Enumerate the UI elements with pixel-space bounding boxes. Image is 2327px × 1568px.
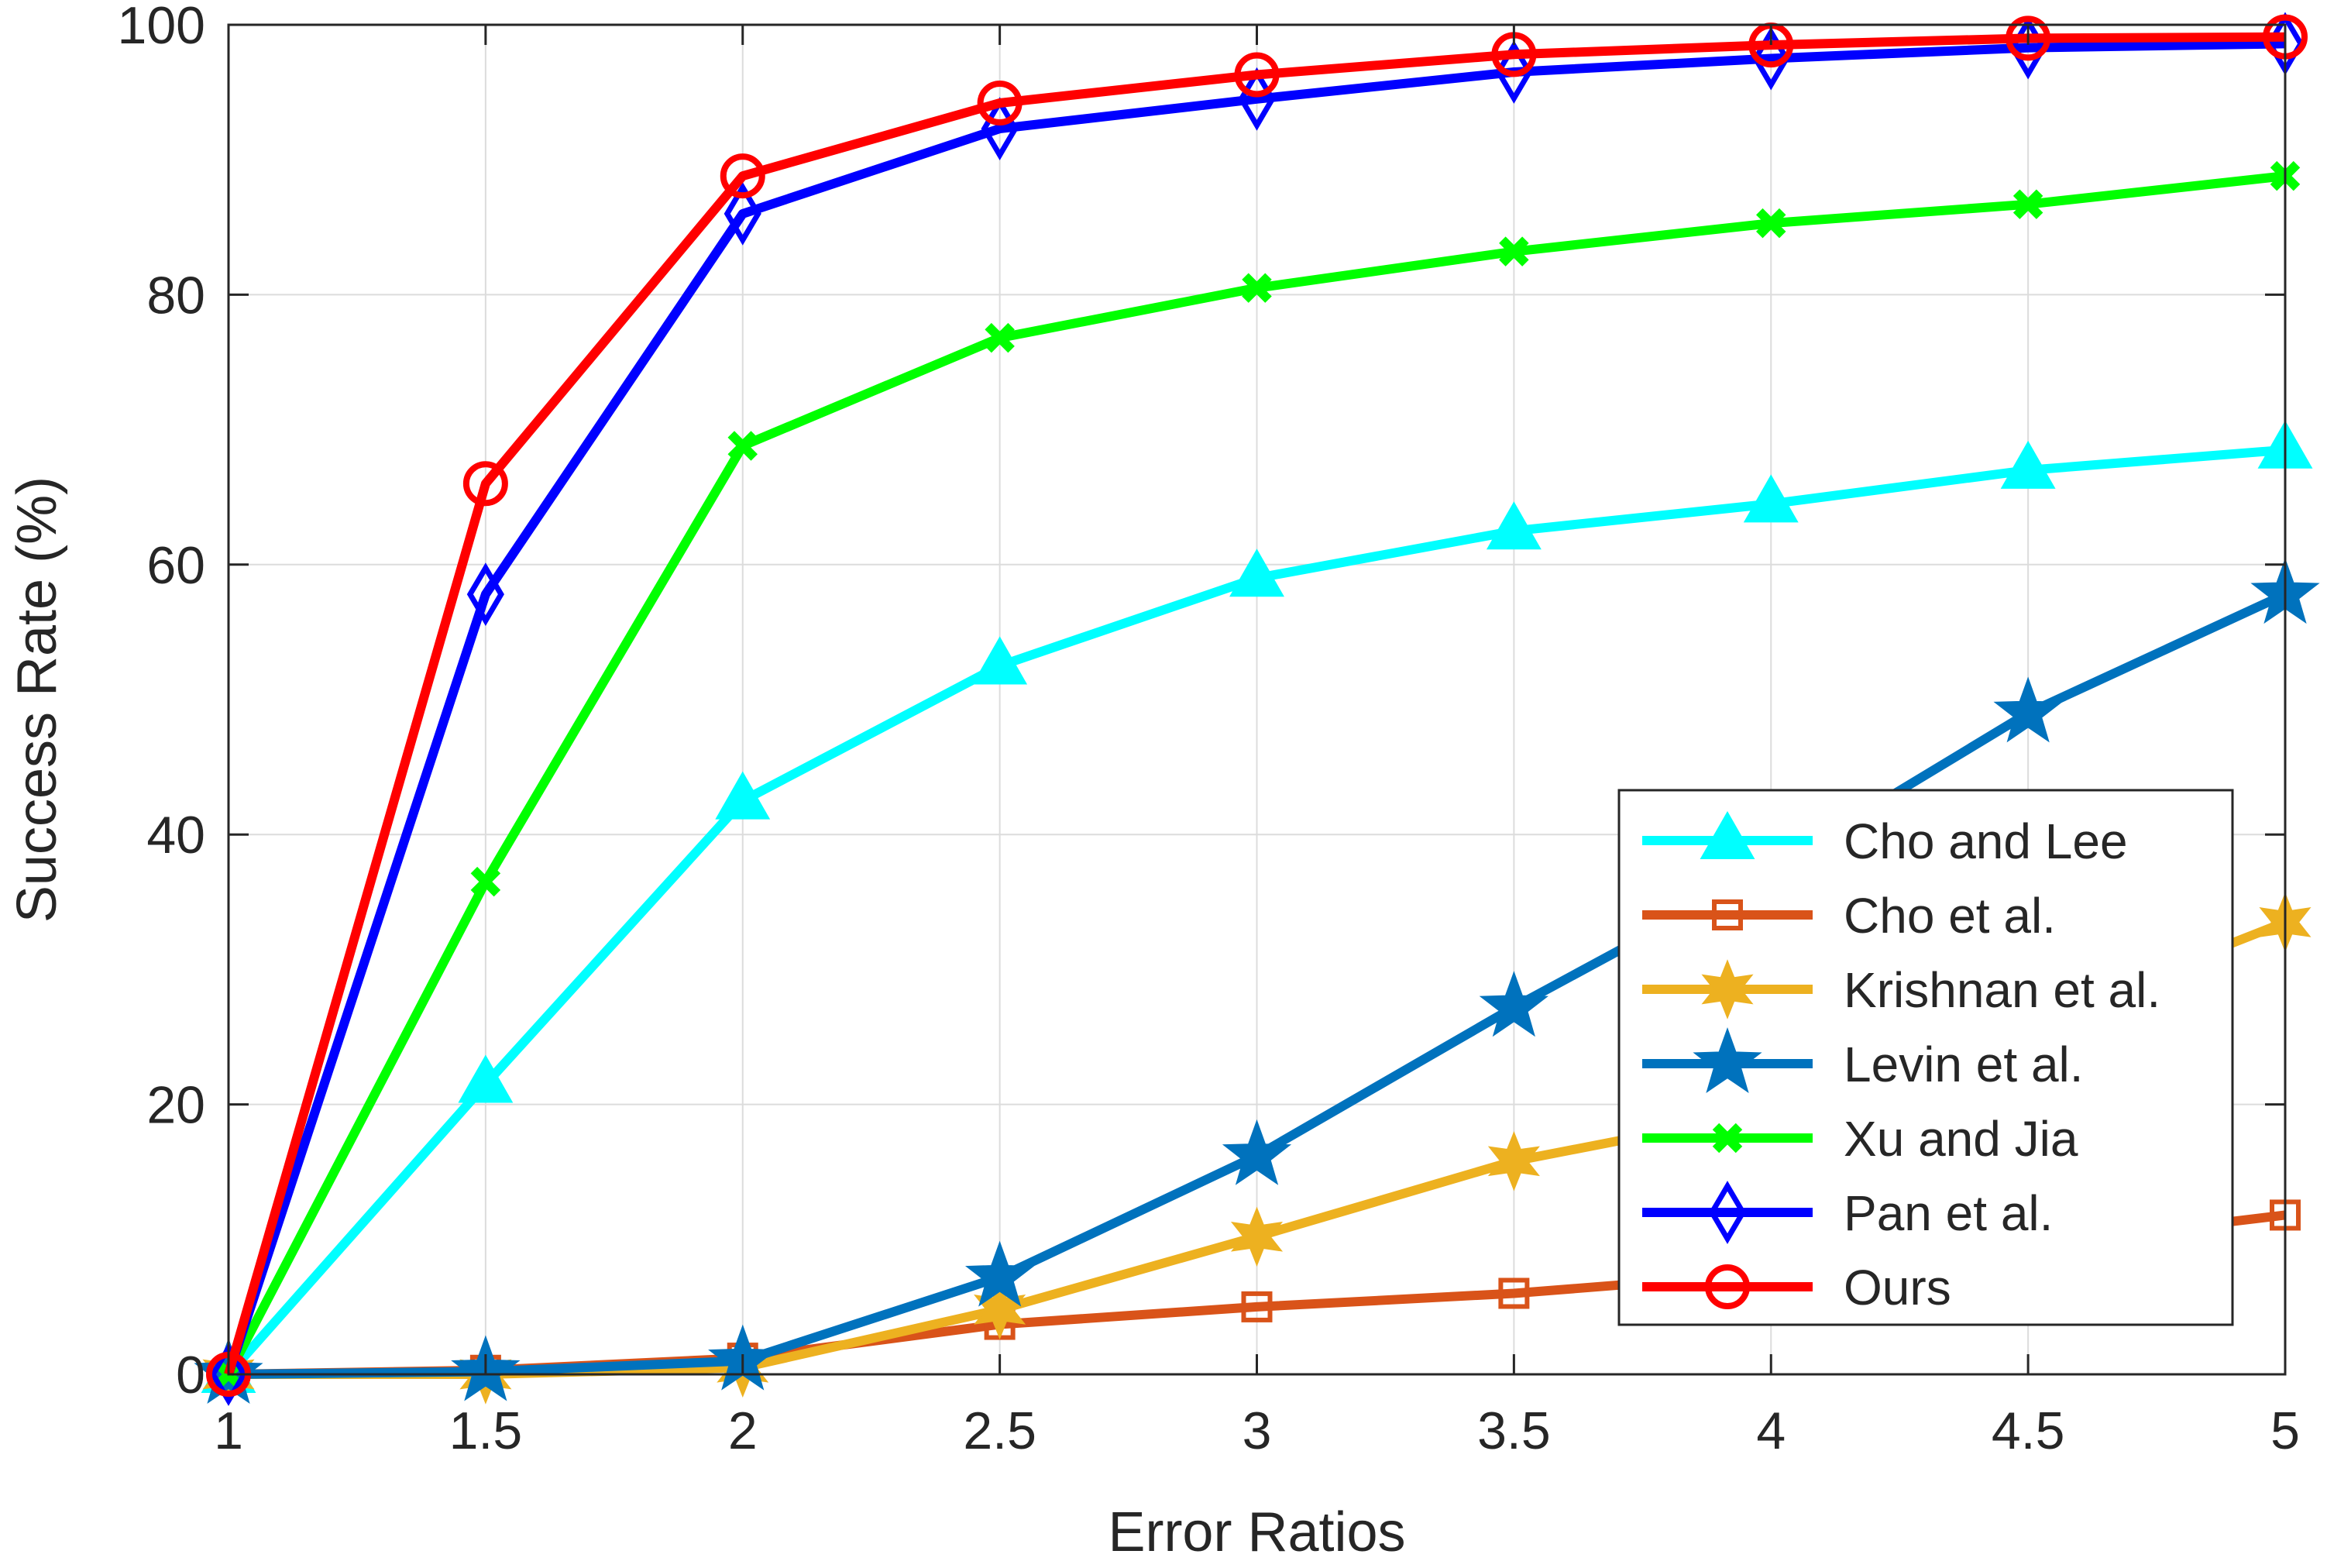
data-point [715,771,771,820]
data-point [1487,1131,1540,1191]
y-tick-label: 20 [146,1076,205,1135]
legend-item: Levin et al. [1642,1027,2084,1093]
data-point [964,1240,1035,1307]
legend: Cho and Lee Cho et al. Krishnan et al. Levi… [1617,789,2234,1326]
x-tick-label: 5 [2270,1401,2300,1460]
legend-swatch-marker [1693,1027,1762,1093]
legend-item: Xu and Jia [1642,1111,2078,1167]
legend-swatch-marker [1712,899,1743,930]
data-point [727,431,758,461]
legend-swatch-marker [1701,959,1754,1020]
legend-label: Krishnan et al. [1844,962,2160,1018]
data-point [458,1054,514,1103]
data-point [1230,1206,1284,1267]
y-tick-label: 0 [176,1346,205,1405]
x-tick-label: 3.5 [1477,1401,1551,1460]
data-point [724,181,761,246]
data-point [1222,1119,1292,1185]
data-point [720,153,765,199]
data-point [462,461,508,507]
data-point [1241,1291,1273,1322]
series-line [224,39,2286,1376]
data-point [1743,474,1799,523]
legend-swatch-marker [1708,1181,1747,1244]
y-tick-label: 100 [118,0,205,55]
data-point [466,562,504,627]
data-point [1499,236,1529,266]
x-tick-label: 4 [1756,1401,1786,1460]
legend-item: Krishnan et al. [1642,959,2160,1020]
legend-swatch-marker [1700,810,1755,859]
data-point [1479,971,1549,1037]
legend-item: Cho and Lee [1642,810,2128,869]
x-tick-label: 4.5 [1992,1401,2065,1460]
x-tick-label: 2 [728,1401,758,1460]
x-tick-label: 1.5 [449,1401,523,1460]
x-tick-label: 3 [1243,1401,1272,1460]
legend-item: Ours [1642,1260,1951,1315]
y-tick-label: 40 [146,806,205,865]
legend-label: Xu and Jia [1844,1111,2078,1167]
legend-label: Ours [1844,1260,1951,1315]
data-point [209,1343,248,1406]
legend-swatch-marker [1705,1264,1750,1309]
axis-ticks: 1 1.5 2 2.5 3 3.5 4 4.5 5 0 20 40 60 80 100 [118,0,2300,1460]
series-group [194,12,2320,1406]
x-tick-label: 1 [214,1401,243,1460]
legend-label: Pan et al. [1844,1185,2053,1241]
data-point [1234,52,1280,98]
data-point [1993,676,2063,743]
data-point [1242,273,1272,303]
y-tick-label: 60 [146,536,205,595]
data-point [1486,501,1542,550]
data-point [1498,1277,1530,1309]
data-point [470,866,501,897]
data-point [2012,189,2043,219]
series-line [224,32,2286,1376]
series-cho-and-lee [201,420,2313,1393]
data-point [1229,548,1284,597]
legend-item: Cho et al. [1642,888,2056,944]
legend-label: Levin et al. [1844,1037,2084,1092]
y-tick-label: 80 [146,266,205,325]
data-point [977,81,1023,126]
data-point [1495,40,1533,104]
legend-swatch-marker [1712,1123,1743,1154]
data-point [2000,440,2056,489]
data-point [972,636,1028,685]
data-point [1756,208,1786,239]
legend-label: Cho et al. [1844,888,2056,944]
y-axis-title: Success Rate (%) [6,476,68,923]
x-axis-title: Error Ratios [1108,1501,1405,1563]
data-point [985,322,1015,353]
legend-label: Cho and Lee [1844,813,2128,869]
data-point [2006,15,2051,61]
data-point [974,1279,1026,1340]
x-tick-label: 2.5 [963,1401,1036,1460]
legend-item: Pan et al. [1642,1181,2053,1244]
